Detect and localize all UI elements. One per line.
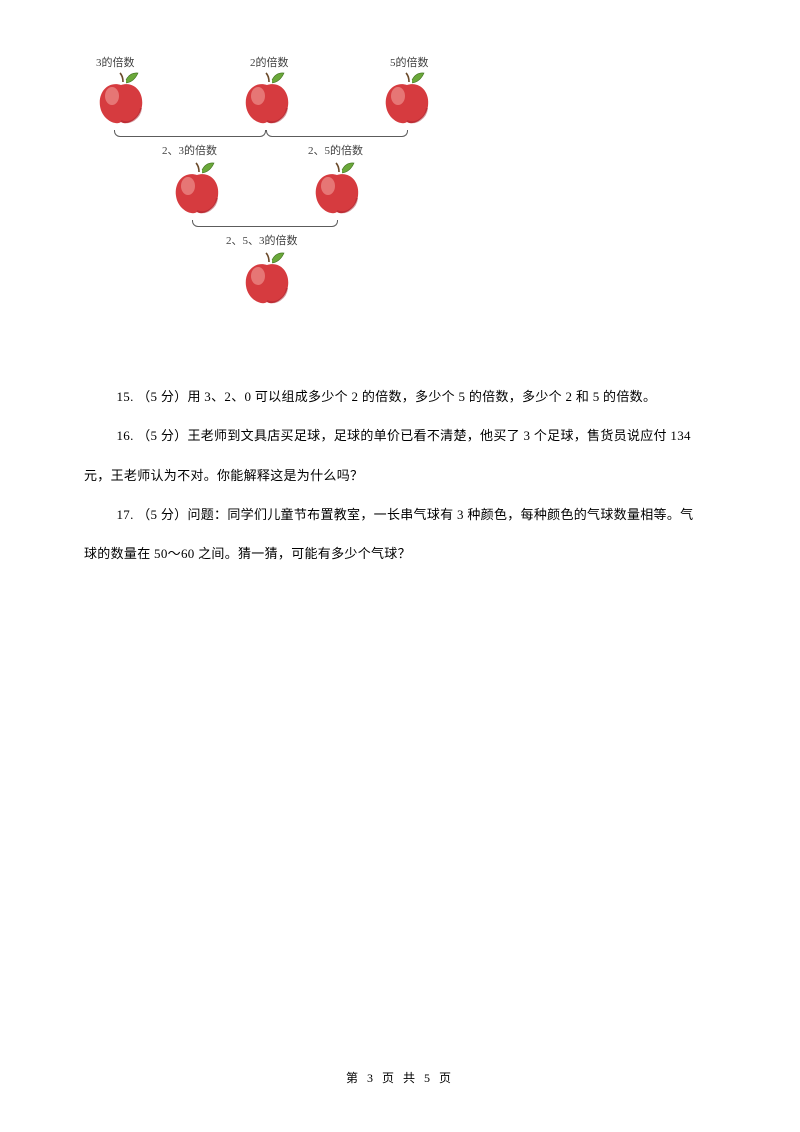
label-25-multiple: 2、5的倍数: [308, 142, 363, 158]
question-17-line1: 17. （5 分）问题：同学们儿童节布置教室，一长串气球有 3 种颜色，每种颜色…: [84, 502, 716, 527]
question-16-line2: 元，王老师认为不对。你能解释这是为什么吗？: [84, 463, 716, 488]
apple-icon: [90, 68, 152, 130]
brace-icon: [266, 130, 408, 137]
question-15: 15. （5 分）用 3、2、0 可以组成多少个 2 的倍数，多少个 5 的倍数…: [84, 384, 716, 409]
apple-icon: [306, 158, 368, 220]
apple-icon: [376, 68, 438, 130]
brace-icon: [192, 220, 338, 227]
apples-diagram: 3的倍数 2的倍数 5的倍数 2、3的倍数: [84, 54, 494, 354]
brace-icon: [114, 130, 266, 137]
question-16-line1: 16. （5 分）王老师到文具店买足球，足球的单价已看不清楚，他买了 3 个足球…: [84, 423, 716, 448]
apple-icon: [236, 248, 298, 310]
apple-icon: [166, 158, 228, 220]
page-footer: 第 3 页 共 5 页: [0, 1069, 800, 1086]
label-23-multiple: 2、3的倍数: [162, 142, 217, 158]
label-253-multiple: 2、5、3的倍数: [226, 232, 298, 248]
apple-icon: [236, 68, 298, 130]
question-17-line2: 球的数量在 50～60 之间。猜一猜，可能有多少个气球？: [84, 541, 716, 566]
